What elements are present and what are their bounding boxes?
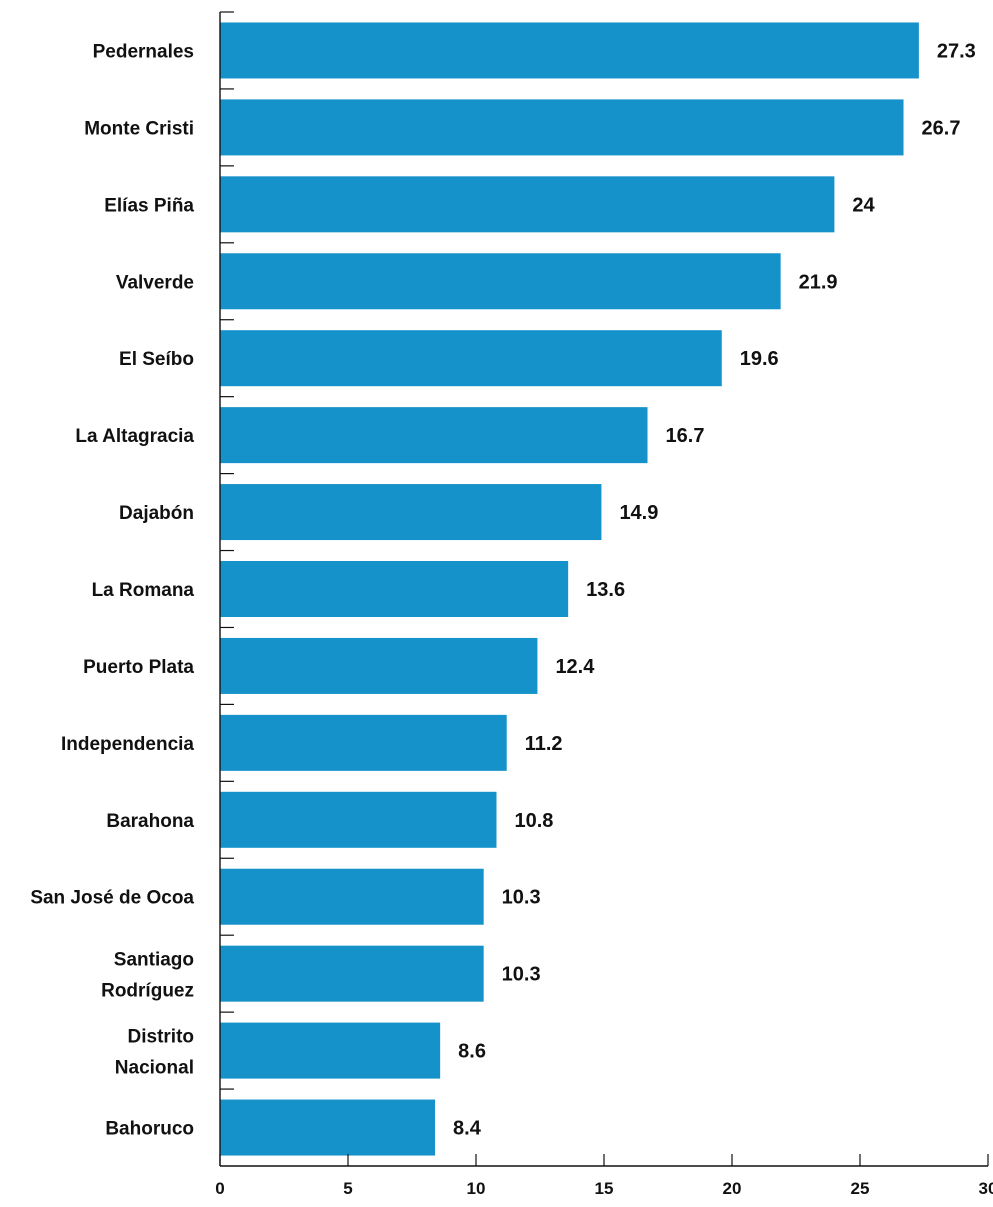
category-labels-layer: Pedernales Monte Cristi Elías Piña Valverde… (30, 41, 194, 1139)
category-label-2: Elías Piña (104, 195, 194, 216)
category-label-1: Monte Cristi (84, 118, 194, 139)
bar-8 (220, 637, 538, 694)
category-label-4: El Seíbo (119, 349, 194, 370)
value-label-7: 13.6 (586, 579, 625, 601)
value-label-14: 8.4 (453, 1118, 482, 1140)
y-axis (219, 11, 234, 1166)
value-label-12: 10.3 (502, 964, 541, 986)
category-label-11: San José de Ocoa (30, 888, 194, 909)
x-tick-label-6: 30 (979, 1179, 993, 1198)
bar-4 (220, 330, 722, 387)
value-label-9: 11.2 (525, 733, 563, 755)
value-label-2: 24 (852, 194, 875, 216)
value-label-1: 26.7 (922, 117, 961, 139)
bar-14 (220, 1099, 436, 1156)
value-label-3: 21.9 (799, 271, 838, 293)
bar-6 (220, 484, 602, 541)
x-tick-label-5: 25 (851, 1179, 870, 1198)
bar-0 (220, 22, 919, 79)
x-tick-label-2: 10 (467, 1179, 486, 1198)
bar-3 (220, 253, 781, 310)
category-label-12: Santiago Rodríguez (101, 950, 194, 1002)
value-label-0: 27.3 (937, 40, 976, 62)
bar-10 (220, 791, 497, 848)
category-label-0: Pedernales (93, 41, 194, 62)
bar-2 (220, 176, 835, 233)
x-tick-label-4: 20 (723, 1179, 742, 1198)
bar-1 (220, 99, 904, 156)
x-tick-label-1: 5 (343, 1179, 352, 1198)
bar-12 (220, 945, 484, 1002)
bar-7 (220, 561, 569, 617)
category-label-7: La Romana (92, 580, 195, 601)
category-label-10: Barahona (106, 811, 194, 832)
bars-layer (220, 22, 919, 1156)
bar-9 (220, 714, 507, 771)
value-label-8: 12.4 (555, 656, 595, 678)
x-tick-label-3: 15 (595, 1179, 614, 1198)
bar-5 (220, 407, 648, 464)
value-label-6: 14.9 (619, 502, 658, 524)
value-label-5: 16.7 (666, 425, 705, 447)
category-label-8: Puerto Plata (83, 657, 194, 678)
x-axis: 0 5 10 15 20 25 30 (215, 1154, 993, 1198)
value-label-4: 19.6 (740, 348, 779, 370)
category-label-9: Independencia (61, 734, 194, 755)
value-labels-layer: 27.3 26.7 24 21.9 19.6 16.7 14.9 13.6 12.4 11.2 10… (453, 40, 976, 1139)
category-label-13: Distrito Nacional (115, 1027, 194, 1079)
bar-13 (220, 1022, 441, 1079)
value-label-11: 10.3 (502, 887, 541, 909)
category-label-14: Bahoruco (105, 1119, 194, 1140)
category-label-5: La Altagracia (75, 426, 194, 447)
value-label-10: 10.8 (514, 810, 553, 832)
category-label-3: Valverde (116, 272, 194, 293)
x-tick-label-0: 0 (215, 1179, 224, 1198)
category-label-6: Dajabón (119, 503, 194, 524)
bar-11 (220, 868, 484, 925)
value-label-13: 8.6 (458, 1041, 486, 1063)
